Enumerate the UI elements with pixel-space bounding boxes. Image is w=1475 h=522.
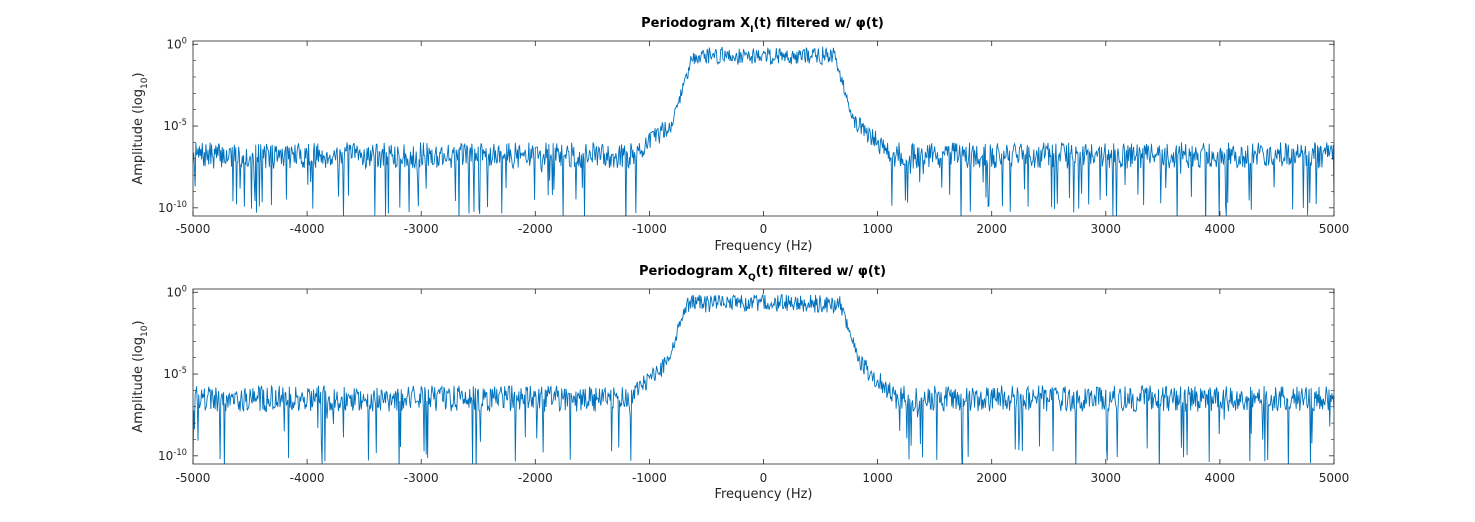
x-tick-label: -1000	[632, 222, 667, 236]
x-tick-label: 5000	[1319, 222, 1350, 236]
y-tick-exponent: -5	[179, 117, 187, 127]
y-tick-exponent: 0	[182, 283, 187, 293]
title-text-end: (t) filtered w/ φ(t)	[754, 16, 884, 31]
x-tick-label: -2000	[518, 471, 553, 485]
axes-background	[193, 289, 1334, 464]
title-text: Periodogram X	[639, 264, 748, 279]
y-tick-label: 100	[166, 283, 187, 299]
y-tick-label: 10-5	[163, 117, 187, 133]
y-tick-base: 10	[158, 449, 173, 463]
chart-title: Periodogram XQ(t) filtered w/ φ(t)	[639, 264, 886, 283]
title-text: Periodogram X	[641, 16, 750, 31]
x-tick-label: -4000	[290, 471, 325, 485]
x-axis-label: Frequency (Hz)	[714, 487, 812, 502]
y-tick-base: 10	[163, 367, 178, 381]
x-tick-label: -3000	[404, 222, 439, 236]
y-tick-label: 10-10	[158, 447, 187, 463]
x-tick-label: 1000	[862, 222, 893, 236]
x-tick-label: 5000	[1319, 471, 1350, 485]
x-tick-label: 1000	[862, 471, 893, 485]
y-tick-exponent: -10	[173, 199, 187, 209]
y-tick-base: 10	[158, 201, 173, 215]
y-tick-label: 10-10	[158, 199, 187, 215]
y-tick-base: 10	[163, 119, 178, 133]
ylabel-text-end: )	[131, 72, 146, 77]
x-tick-label: -5000	[176, 222, 211, 236]
x-tick-label: 0	[760, 222, 768, 236]
spectrum-series-line	[193, 46, 1334, 216]
y-tick-exponent: 0	[182, 35, 187, 45]
y-tick-exponent: -5	[179, 365, 187, 375]
axes-background	[193, 41, 1334, 216]
x-tick-label: -2000	[518, 222, 553, 236]
ylabel-text-end: )	[131, 320, 146, 325]
y-tick-base: 10	[166, 285, 181, 299]
y-tick-exponent: -10	[173, 447, 187, 457]
spectrum-series-line	[193, 293, 1334, 464]
y-axis-label: Amplitude (log10)	[131, 320, 150, 432]
x-tick-label: -4000	[290, 222, 325, 236]
chart-title: Periodogram XI(t) filtered w/ φ(t)	[641, 16, 884, 35]
ylabel-text: Amplitude (log	[131, 89, 146, 185]
x-tick-label: -1000	[632, 471, 667, 485]
y-tick-label: 100	[166, 35, 187, 51]
title-subscript: I	[750, 25, 753, 35]
x-tick-label: -5000	[176, 471, 211, 485]
x-tick-label: 3000	[1091, 471, 1122, 485]
y-tick-label: 10-5	[163, 365, 187, 381]
y-tick-base: 10	[166, 37, 181, 51]
x-tick-label: 3000	[1091, 222, 1122, 236]
title-text-end: (t) filtered w/ φ(t)	[756, 264, 886, 279]
ylabel-text: Amplitude (log	[131, 337, 146, 433]
ylabel-subscript: 10	[140, 325, 150, 337]
x-axis-label: Frequency (Hz)	[714, 239, 812, 254]
x-tick-label: 2000	[976, 471, 1007, 485]
subplot-2: -5000 -4000 -3000 -2000 -1000 0 1000 2000 3000 40…	[131, 264, 1349, 502]
subplot-1: -5000 -4000 -3000 -2000 -1000 0 1000 2000 3000 40…	[131, 16, 1349, 254]
x-tick-label: 4000	[1205, 471, 1236, 485]
x-tick-label: 2000	[976, 222, 1007, 236]
title-subscript: Q	[748, 273, 756, 283]
ylabel-subscript: 10	[140, 77, 150, 89]
x-tick-label: 4000	[1205, 222, 1236, 236]
x-tick-label: -3000	[404, 471, 439, 485]
x-tick-label: 0	[760, 471, 768, 485]
y-axis-label: Amplitude (log10)	[131, 72, 150, 184]
